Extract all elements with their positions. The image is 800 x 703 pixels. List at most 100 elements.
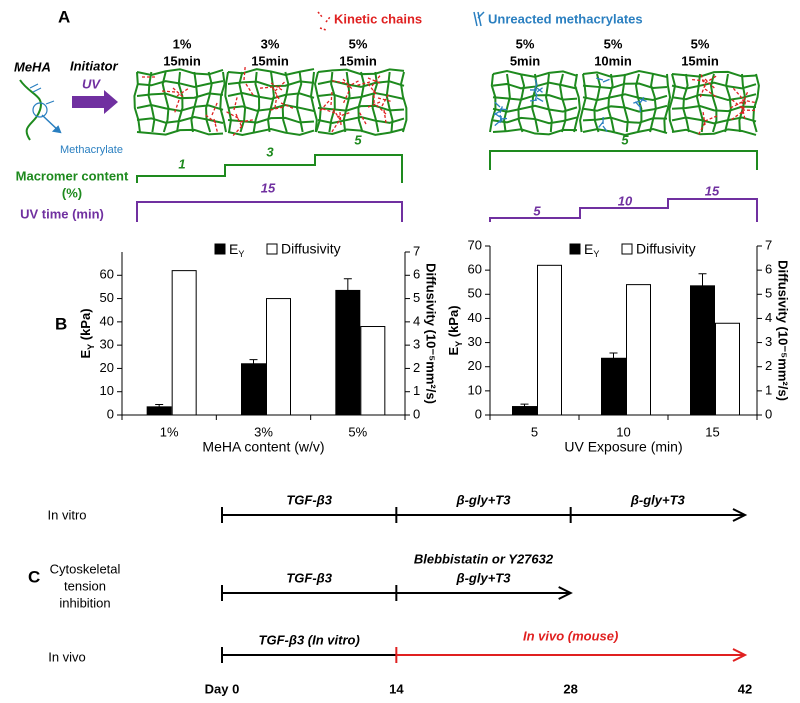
y-tick-label: 40 bbox=[100, 313, 114, 328]
kinetic-chain bbox=[704, 75, 718, 84]
network-strand bbox=[281, 71, 290, 133]
segment-label: β-gly+T3 bbox=[456, 492, 512, 507]
bar bbox=[335, 289, 361, 416]
bar bbox=[601, 357, 626, 416]
y2-tick-label: 2 bbox=[413, 360, 420, 375]
bar bbox=[690, 285, 715, 416]
legend-label: Diffusivity bbox=[636, 241, 696, 257]
network-strand bbox=[649, 73, 657, 133]
y-label-unit: (kPa) bbox=[78, 308, 93, 343]
day-label: Day 0 bbox=[205, 681, 240, 696]
segment-label: TGF-β3 (In vitro) bbox=[259, 632, 360, 647]
network-strand bbox=[517, 73, 526, 133]
y-tick-label: 20 bbox=[100, 360, 114, 375]
kinetic-chain bbox=[332, 108, 342, 122]
kinetic-chain bbox=[172, 87, 184, 98]
methacrylate-mark bbox=[598, 121, 604, 128]
legend-label: Diffusivity bbox=[281, 241, 341, 257]
kinetic-chain bbox=[704, 114, 719, 122]
kinetic-chain bbox=[741, 91, 749, 105]
network-strand bbox=[559, 73, 567, 133]
y-tick-label: 60 bbox=[100, 267, 114, 282]
y-axis-label: EY (kPa) bbox=[446, 305, 464, 355]
y-label-symbol: E bbox=[78, 350, 93, 359]
arrow-head bbox=[558, 586, 573, 600]
y2-tick-label: 7 bbox=[413, 243, 420, 258]
condition-label: 5% bbox=[691, 36, 710, 51]
step-label: 5 bbox=[354, 132, 362, 147]
network-strand bbox=[161, 71, 170, 133]
error-bar bbox=[609, 352, 618, 364]
row-label: inhibition bbox=[59, 595, 110, 610]
error-bar bbox=[249, 359, 258, 368]
kinetic-chain bbox=[342, 90, 350, 105]
network bbox=[224, 65, 318, 137]
network-strand bbox=[385, 71, 394, 133]
y2-axis-label: Diffusivity (10⁻⁵mm²/s) bbox=[424, 263, 439, 404]
network-strand bbox=[579, 73, 587, 133]
kinetic-chain bbox=[319, 100, 330, 112]
network-strand bbox=[582, 82, 668, 90]
kinetic-chain bbox=[691, 78, 706, 82]
kinetic-chain bbox=[274, 94, 278, 109]
network-strand bbox=[710, 73, 718, 133]
row-label: In vivo bbox=[48, 649, 86, 664]
kinetic-chain bbox=[233, 96, 238, 111]
y2-tick-label: 1 bbox=[765, 382, 772, 397]
kinetic-chain bbox=[245, 83, 255, 97]
condition-label: 5% bbox=[349, 36, 368, 51]
y-tick-label: 30 bbox=[468, 334, 482, 349]
methacrylate-mark bbox=[499, 114, 503, 122]
network-strand bbox=[607, 73, 615, 133]
panel-label: A bbox=[58, 7, 70, 26]
y2-tick-label: 1 bbox=[413, 383, 420, 398]
x-tick-label: 3% bbox=[254, 424, 273, 439]
kinetic-chain bbox=[336, 111, 351, 118]
legend-label: EY bbox=[584, 241, 599, 260]
kinetic-chain bbox=[729, 101, 743, 109]
legend-swatch bbox=[621, 243, 633, 255]
network-strand bbox=[328, 71, 336, 133]
network-strand bbox=[136, 92, 224, 100]
network-strand bbox=[545, 73, 553, 133]
condition-label: 15min bbox=[339, 53, 377, 68]
kinetic-chain bbox=[356, 81, 371, 87]
network bbox=[133, 68, 227, 136]
methacrylate-label: Methacrylate bbox=[60, 144, 123, 156]
methacrylate-mark bbox=[602, 78, 610, 83]
network-strand bbox=[492, 81, 578, 90]
step-lines bbox=[136, 150, 758, 222]
network-strand bbox=[621, 73, 629, 133]
methacrylate-mark bbox=[596, 77, 604, 81]
segment-label: TGF-β3 bbox=[286, 492, 332, 507]
kinetic-chain bbox=[211, 101, 219, 116]
network-strand bbox=[317, 104, 405, 112]
kinetic-chain bbox=[741, 99, 756, 104]
kinetic-chain bbox=[173, 99, 180, 114]
y-label-symbol: E bbox=[446, 347, 461, 356]
uv-label: UV bbox=[82, 76, 101, 91]
x-tick-label: 1% bbox=[160, 424, 179, 439]
network bbox=[314, 68, 408, 136]
timeline: Day 0 14 28 42 In vitro TGF-β3 β-gly+T3 β-gly+T… bbox=[47, 492, 752, 696]
kinetic-chain bbox=[274, 80, 286, 92]
y-label-subscript: Y bbox=[86, 344, 96, 350]
network-strand bbox=[682, 73, 690, 133]
methacrylate-mark bbox=[602, 125, 608, 133]
y-tick-label: 60 bbox=[468, 262, 482, 277]
network-strand bbox=[489, 73, 497, 133]
legend-label: EY bbox=[229, 241, 244, 260]
methacrylate-mark bbox=[534, 93, 538, 101]
uv-time-label: UV time (min) bbox=[20, 206, 104, 221]
kinetic-chain bbox=[697, 122, 706, 136]
step-label: 15 bbox=[705, 183, 720, 198]
network-strand bbox=[190, 71, 199, 133]
y-tick-label: 0 bbox=[475, 406, 482, 421]
x-tick-label: 5% bbox=[348, 424, 367, 439]
error-bar bbox=[520, 403, 529, 409]
panel-label: C bbox=[28, 567, 40, 586]
methacrylate-mark bbox=[494, 101, 501, 108]
kinetic-chain bbox=[730, 111, 743, 121]
